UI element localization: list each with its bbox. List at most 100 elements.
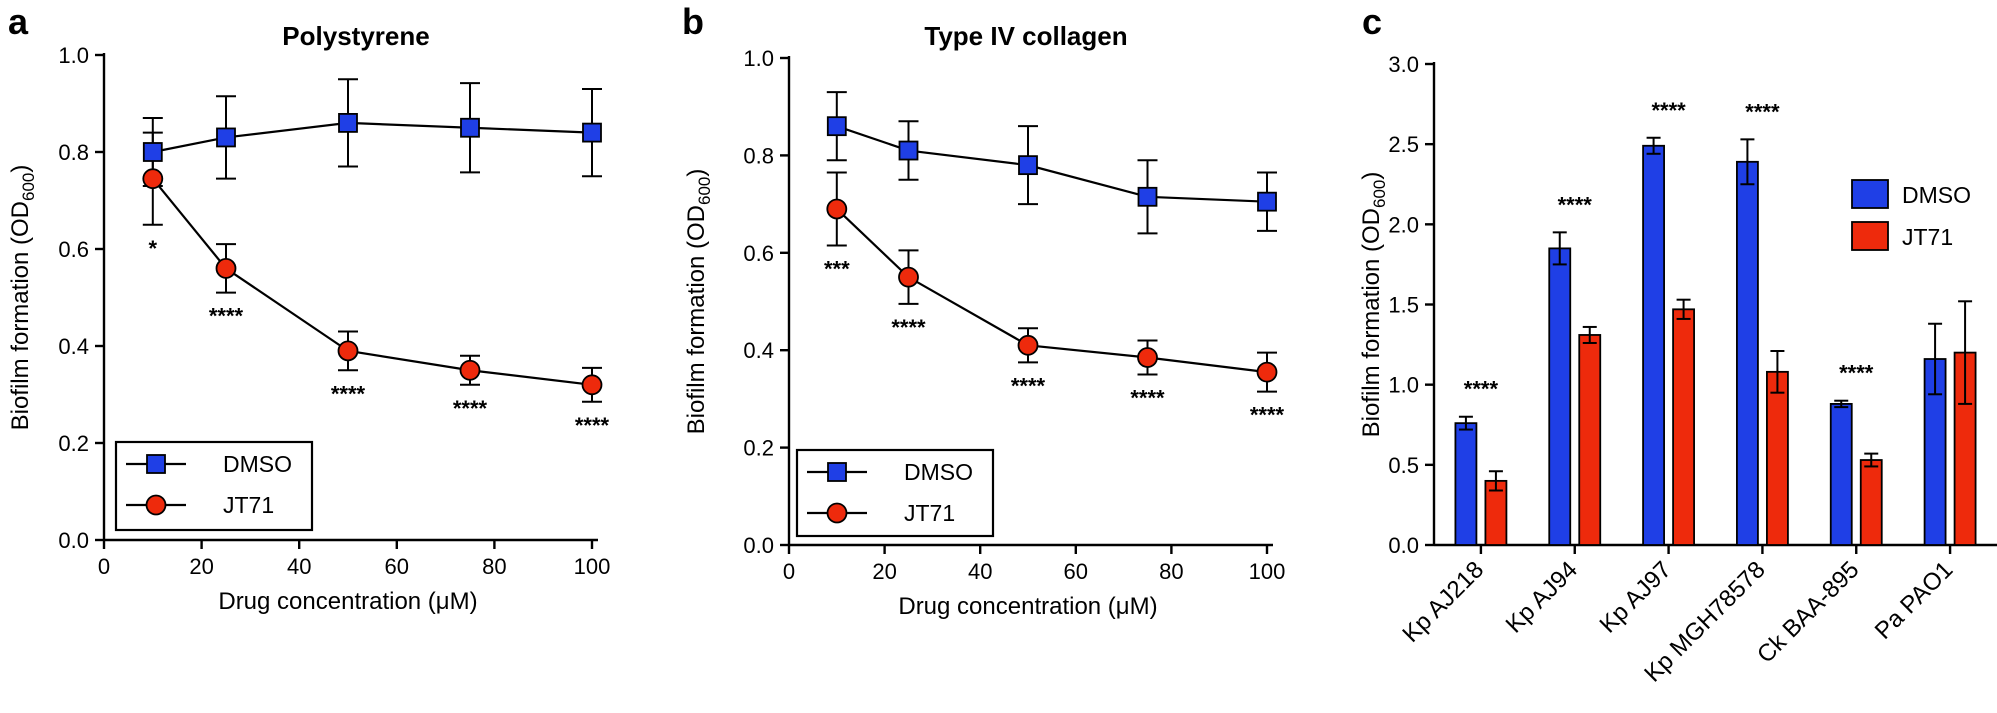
panel-a-point-square — [338, 113, 358, 133]
panel-c-bar-dmso — [1829, 403, 1853, 546]
panel-b-x-tick-label: 80 — [1159, 559, 1183, 584]
panel-c-legend-swatch-dmso — [1851, 179, 1889, 209]
panel-b-point-circle — [826, 198, 848, 220]
panel-a-point-circle — [581, 374, 603, 396]
panel-b-y-tick-label: 0.6 — [743, 241, 774, 266]
panel-b-legend-label-dmso: DMSO — [904, 459, 973, 485]
panel-a-point-square — [142, 142, 163, 162]
panel-a-point-circle — [215, 257, 237, 279]
panel-c-significance-stars: **** — [1839, 361, 1874, 386]
panel-b-title: Type IV collagen — [924, 21, 1127, 51]
panel-c-y-tick-label: 1.0 — [1388, 373, 1419, 398]
panel-b: b Type IV collagen 0 20 40 60 80 100 0.0 0.2 0.4… — [682, 1, 1285, 620]
panel-a-y-axis-label: Biofilm formation (OD600) — [7, 165, 38, 431]
panel-a-point-square — [582, 122, 602, 143]
panel-a-y-tick-label: 0.0 — [58, 528, 89, 553]
panel-b-x-axis-label: Drug concentration (μM) — [898, 593, 1157, 620]
panel-a-y-tick-label: 0.2 — [58, 431, 89, 456]
panel-c-significance-stars: **** — [1651, 98, 1686, 123]
panel-a-y-tick-label: 0.4 — [58, 334, 89, 359]
panel-a-point-circle — [142, 168, 164, 190]
panel-c-bar-jt71 — [1578, 334, 1602, 546]
panel-a-x-axis-label: Drug concentration (μM) — [218, 588, 477, 615]
panel-c-y-tick-label: 1.5 — [1388, 293, 1419, 318]
panel-b-point-circle — [898, 266, 919, 288]
panel-a-x-tick-label: 0 — [98, 554, 110, 579]
panel-c-y-tick-label: 3.0 — [1388, 52, 1419, 77]
panel-c-category-label: Kp AJ218 — [1397, 556, 1489, 648]
panel-b-x-tick-label: 100 — [1249, 559, 1286, 584]
panel-b-y-tick-label: 0.2 — [743, 436, 774, 461]
panel-b-x-tick-label: 60 — [1064, 559, 1088, 584]
panel-a-x-tick-label: 40 — [287, 554, 311, 579]
panel-c-y-tick-label: 2.5 — [1388, 132, 1419, 157]
panel-c-category-label: Ck BAA-895 — [1752, 556, 1864, 668]
panel-a-point-square — [460, 117, 480, 138]
panel-a-x-tick-label: 100 — [574, 554, 611, 579]
panel-a-significance-stars: **** — [331, 381, 366, 406]
panel-b-point-square — [1257, 191, 1277, 212]
panel-b-legend-label-jt71: JT71 — [904, 500, 955, 526]
panel-a-significance-stars: **** — [575, 413, 610, 438]
panel-c-category-label: Kp AJ97 — [1595, 556, 1677, 638]
panel-b-x-tick-label: 40 — [968, 559, 992, 584]
panel-a-significance-stars: * — [149, 236, 158, 261]
panel-b-significance-stars: *** — [824, 256, 850, 281]
panel-b-y-tick-label: 0.8 — [743, 143, 774, 168]
panel-b-significance-stars: **** — [1011, 373, 1046, 398]
panel-a-letter: a — [8, 1, 29, 42]
panel-b-point-circle — [1137, 347, 1158, 368]
panel-a-legend-marker — [146, 454, 166, 474]
panel-a-x-tick-label: 80 — [482, 554, 506, 579]
panel-a: a Polystyrene 0 20 40 60 80 100 0.0 0.2 0.4 0.6 0.… — [7, 1, 610, 615]
panel-c-bar-dmso — [1642, 144, 1665, 546]
panel-b-y-tick-label: 0.0 — [743, 533, 774, 558]
panel-a-point-circle — [337, 340, 359, 362]
panel-c-y-tick-label: 0.0 — [1388, 533, 1419, 558]
panel-b-point-square — [1137, 186, 1158, 207]
panel-a-y-tick-label: 1.0 — [58, 43, 89, 68]
panel-a-significance-stars: **** — [209, 304, 244, 329]
panel-c-legend-label-jt71: JT71 — [1902, 224, 1953, 250]
panel-b-point-square — [826, 116, 847, 137]
panel-c-bar-dmso — [1548, 247, 1572, 546]
panel-b-point-circle — [1256, 361, 1278, 383]
panel-c-y-tick-label: 2.0 — [1388, 212, 1419, 237]
panel-b-series-1-line — [836, 208, 1268, 374]
panel-c-significance-stars: **** — [1464, 377, 1499, 402]
panel-a-series-1-line — [151, 177, 593, 386]
panel-b-series-0-line — [836, 125, 1268, 203]
panel-a-legend-label-jt71: JT71 — [223, 492, 274, 518]
panel-a-legend-marker — [145, 494, 167, 516]
panel-b-point-square — [898, 140, 919, 161]
panel-b-significance-stars: **** — [1130, 386, 1165, 411]
panel-c-y-tick-label: 0.5 — [1388, 453, 1419, 478]
panel-c-significance-stars: **** — [1745, 99, 1780, 124]
panel-b-point-circle — [1017, 334, 1039, 356]
panel-b-x-tick-label: 0 — [783, 559, 795, 584]
panel-b-y-axis-label: Biofilm formation (OD600) — [683, 169, 714, 435]
panel-b-legend-marker — [826, 502, 848, 524]
panel-c-bar-jt71 — [1672, 308, 1695, 546]
panel-b-x-tick-label: 20 — [872, 559, 896, 584]
panel-a-x-tick-label: 20 — [189, 554, 213, 579]
panel-c-bar-dmso — [1736, 160, 1759, 546]
panel-a-legend-label-dmso: DMSO — [223, 451, 292, 477]
panel-c-bar-dmso — [1454, 422, 1478, 546]
panel-c-y-axis-label: Biofilm formation (OD600) — [1358, 172, 1389, 438]
panel-b-significance-stars: **** — [891, 315, 926, 340]
panel-a-point-circle — [459, 359, 481, 381]
panel-c-legend-label-dmso: DMSO — [1902, 182, 1971, 208]
panel-c-significance-stars: **** — [1558, 192, 1593, 217]
panel-b-y-tick-label: 0.4 — [743, 338, 774, 363]
panel-a-point-square — [216, 127, 236, 148]
panel-b-significance-stars: **** — [1250, 403, 1285, 428]
panel-b-legend-marker — [827, 462, 847, 482]
panel-b-y-tick-label: 1.0 — [743, 46, 774, 71]
panel-c-category-label: Pa PAO1 — [1870, 556, 1959, 645]
panel-c-bar-jt71 — [1766, 370, 1789, 546]
panel-b-letter: b — [682, 1, 704, 42]
panel-c-legend-swatch-jt71 — [1851, 221, 1889, 251]
panel-a-significance-stars: **** — [453, 396, 488, 421]
